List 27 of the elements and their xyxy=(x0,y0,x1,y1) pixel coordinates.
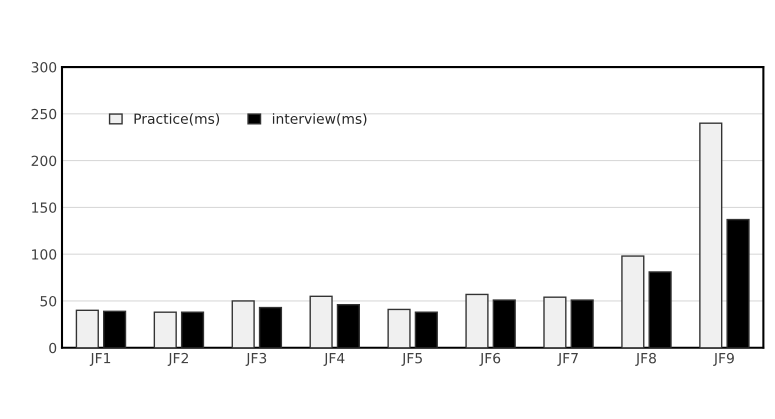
bar xyxy=(76,310,99,348)
y-tick-label: 50 xyxy=(40,296,56,306)
bar xyxy=(154,312,177,348)
legend-label: interview(ms) xyxy=(272,113,366,126)
legend-label: Practice(ms) xyxy=(134,113,220,126)
x-tick-label: JF6 xyxy=(479,352,500,366)
y-tick-label: 250 xyxy=(32,108,56,120)
y-tick-label: 300 xyxy=(32,62,56,73)
x-tick-label: JF2 xyxy=(168,352,188,366)
y-tick-label: 100 xyxy=(32,249,56,260)
y-tick-label: 200 xyxy=(32,156,56,166)
x-tick-label: JF5 xyxy=(402,353,422,366)
x-tick-label: JF8 xyxy=(635,352,656,366)
x-tick-label: JF3 xyxy=(246,352,266,366)
x-tick-label: JF9 xyxy=(713,352,734,366)
bar xyxy=(232,300,255,348)
y-tick-label: 0 xyxy=(49,342,56,354)
bar xyxy=(387,308,411,348)
bar xyxy=(621,255,644,348)
bar xyxy=(543,296,567,348)
x-tick-label: JF7 xyxy=(557,353,578,366)
y-tick-label: 150 xyxy=(32,202,56,213)
bar xyxy=(699,122,722,348)
bar xyxy=(465,294,489,348)
x-tick-label: JF4 xyxy=(324,353,344,366)
x-tick-label: JF1 xyxy=(90,353,110,366)
bar xyxy=(310,296,333,348)
